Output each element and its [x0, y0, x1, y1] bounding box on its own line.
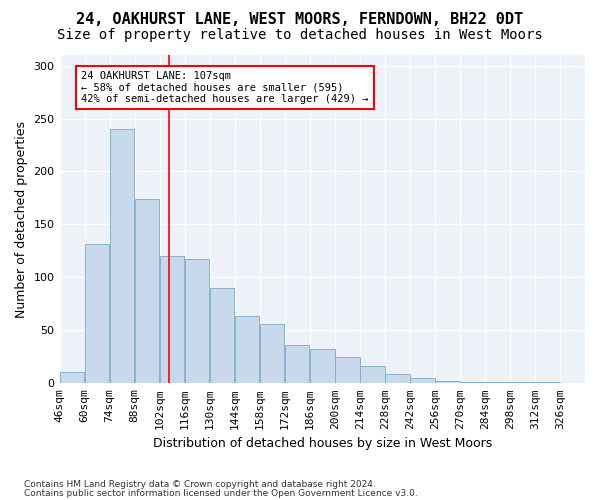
Bar	[260, 324, 284, 384]
Bar	[160, 256, 184, 384]
Bar	[335, 357, 359, 384]
Text: Contains HM Land Registry data © Crown copyright and database right 2024.: Contains HM Land Registry data © Crown c…	[24, 480, 376, 489]
Text: Contains public sector information licensed under the Open Government Licence v3: Contains public sector information licen…	[24, 489, 418, 498]
Bar	[360, 366, 385, 384]
Bar	[535, 382, 560, 384]
Bar	[135, 199, 160, 384]
Bar	[460, 382, 485, 384]
X-axis label: Distribution of detached houses by size in West Moors: Distribution of detached houses by size …	[152, 437, 492, 450]
Bar	[85, 244, 109, 384]
Bar	[435, 381, 460, 384]
Text: 24 OAKHURST LANE: 107sqm
← 58% of detached houses are smaller (595)
42% of semi-: 24 OAKHURST LANE: 107sqm ← 58% of detach…	[81, 71, 368, 104]
Text: Size of property relative to detached houses in West Moors: Size of property relative to detached ho…	[57, 28, 543, 42]
Bar	[285, 345, 310, 384]
Text: 24, OAKHURST LANE, WEST MOORS, FERNDOWN, BH22 0DT: 24, OAKHURST LANE, WEST MOORS, FERNDOWN,…	[76, 12, 524, 28]
Bar	[235, 316, 259, 384]
Y-axis label: Number of detached properties: Number of detached properties	[15, 120, 28, 318]
Bar	[185, 260, 209, 384]
Bar	[210, 288, 235, 384]
Bar	[510, 382, 535, 384]
Bar	[310, 350, 335, 384]
Bar	[485, 382, 509, 384]
Bar	[385, 374, 410, 384]
Bar	[110, 129, 134, 384]
Bar	[60, 372, 84, 384]
Bar	[410, 378, 434, 384]
